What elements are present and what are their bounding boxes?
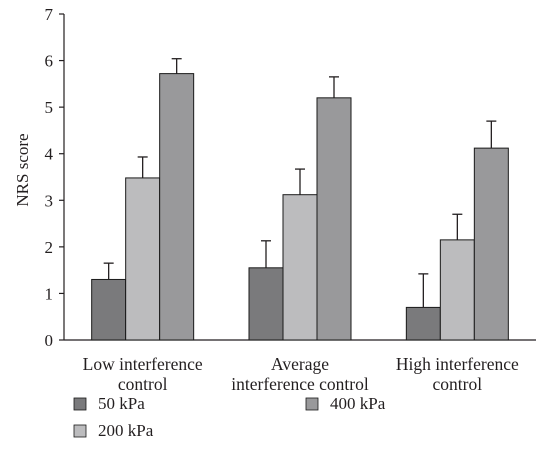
y-tick-label: 3 (45, 191, 54, 210)
bar (159, 73, 195, 341)
x-category-label: control (118, 374, 168, 394)
y-axis-title: NRS score (13, 133, 32, 206)
y-tick-label: 7 (45, 5, 54, 24)
y-tick-label: 1 (45, 284, 54, 303)
legend-label: 50 kPa (98, 394, 145, 413)
x-category-label: control (433, 374, 483, 394)
legend-swatch (73, 424, 87, 438)
legend-swatch (305, 397, 319, 411)
legend: 50 kPa 200 kPa 400 kPa (73, 394, 386, 440)
bar (316, 97, 352, 341)
y-tick-label: 0 (45, 331, 54, 350)
bar (282, 194, 318, 341)
bar (473, 147, 509, 341)
bar (125, 177, 161, 341)
bar (439, 239, 475, 341)
legend-swatch (73, 397, 87, 411)
legend-label: 200 kPa (98, 421, 154, 440)
bar (248, 267, 284, 341)
x-category-label: High interference (396, 354, 519, 374)
y-tick-label: 5 (45, 98, 54, 117)
y-tick-label: 4 (45, 145, 54, 164)
x-category-label: Average (271, 354, 329, 374)
x-category-label: interference control (231, 374, 369, 394)
bar (91, 278, 127, 341)
y-tick-label: 2 (45, 238, 54, 257)
legend-label: 400 kPa (330, 394, 386, 413)
x-category-label: Low interference (83, 354, 203, 374)
y-tick-label: 6 (45, 52, 54, 71)
bar (405, 306, 441, 341)
